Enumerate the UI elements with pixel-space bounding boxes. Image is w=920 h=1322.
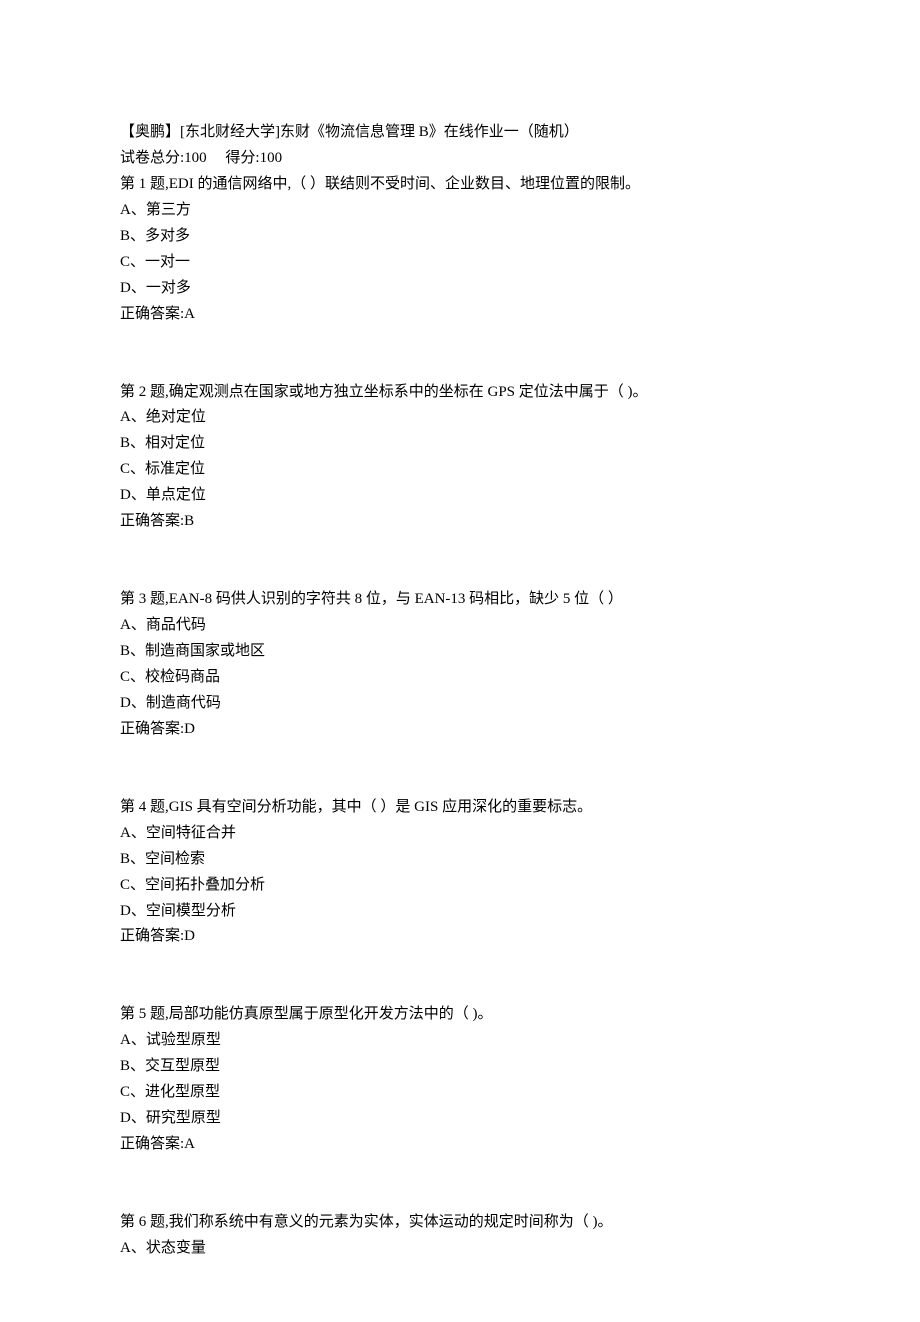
option-a: A、第三方	[120, 198, 800, 224]
answer-line: 正确答案:B	[120, 509, 800, 535]
option-a: A、状态变量	[120, 1236, 800, 1262]
question-prompt: 第 4 题,GIS 具有空间分析功能，其中（ ）是 GIS 应用深化的重要标志。	[120, 795, 800, 821]
question-prompt: 第 5 题,局部功能仿真原型属于原型化开发方法中的（ )。	[120, 1002, 800, 1028]
header-block: 【奥鹏】[东北财经大学]东财《物流信息管理 B》在线作业一（随机） 试卷总分:1…	[120, 120, 800, 328]
option-b: B、空间检索	[120, 847, 800, 873]
option-d: D、一对多	[120, 276, 800, 302]
question-prompt: 第 2 题,确定观测点在国家或地方独立坐标系中的坐标在 GPS 定位法中属于（ …	[120, 380, 800, 406]
question-block: 第 6 题,我们称系统中有意义的元素为实体，实体运动的规定时间称为（ )。 A、…	[120, 1210, 800, 1262]
question-block: 第 5 题,局部功能仿真原型属于原型化开发方法中的（ )。 A、试验型原型 B、…	[120, 1002, 800, 1158]
question-block: 第 2 题,确定观测点在国家或地方独立坐标系中的坐标在 GPS 定位法中属于（ …	[120, 380, 800, 536]
option-d: D、单点定位	[120, 483, 800, 509]
option-a: A、空间特征合并	[120, 821, 800, 847]
document-title: 【奥鹏】[东北财经大学]东财《物流信息管理 B》在线作业一（随机）	[120, 120, 800, 146]
option-b: B、相对定位	[120, 431, 800, 457]
option-b: B、交互型原型	[120, 1054, 800, 1080]
option-c: C、校检码商品	[120, 665, 800, 691]
option-d: D、空间模型分析	[120, 899, 800, 925]
option-b: B、多对多	[120, 224, 800, 250]
option-d: D、制造商代码	[120, 691, 800, 717]
question-prompt: 第 1 题,EDI 的通信网络中,（ ）联结则不受时间、企业数目、地理位置的限制…	[120, 172, 800, 198]
option-d: D、研究型原型	[120, 1106, 800, 1132]
document-body: 【奥鹏】[东北财经大学]东财《物流信息管理 B》在线作业一（随机） 试卷总分:1…	[120, 120, 800, 1262]
question-block: 第 4 题,GIS 具有空间分析功能，其中（ ）是 GIS 应用深化的重要标志。…	[120, 795, 800, 951]
option-c: C、空间拓扑叠加分析	[120, 873, 800, 899]
score-line: 试卷总分:100 得分:100	[120, 146, 800, 172]
option-c: C、进化型原型	[120, 1080, 800, 1106]
option-b: B、制造商国家或地区	[120, 639, 800, 665]
option-a: A、商品代码	[120, 613, 800, 639]
answer-line: 正确答案:A	[120, 302, 800, 328]
question-prompt: 第 3 题,EAN-8 码供人识别的字符共 8 位，与 EAN-13 码相比，缺…	[120, 587, 800, 613]
option-c: C、一对一	[120, 250, 800, 276]
answer-line: 正确答案:D	[120, 717, 800, 743]
question-prompt: 第 6 题,我们称系统中有意义的元素为实体，实体运动的规定时间称为（ )。	[120, 1210, 800, 1236]
option-a: A、试验型原型	[120, 1028, 800, 1054]
answer-line: 正确答案:D	[120, 924, 800, 950]
option-a: A、绝对定位	[120, 405, 800, 431]
option-c: C、标准定位	[120, 457, 800, 483]
question-block: 第 3 题,EAN-8 码供人识别的字符共 8 位，与 EAN-13 码相比，缺…	[120, 587, 800, 743]
answer-line: 正确答案:A	[120, 1132, 800, 1158]
